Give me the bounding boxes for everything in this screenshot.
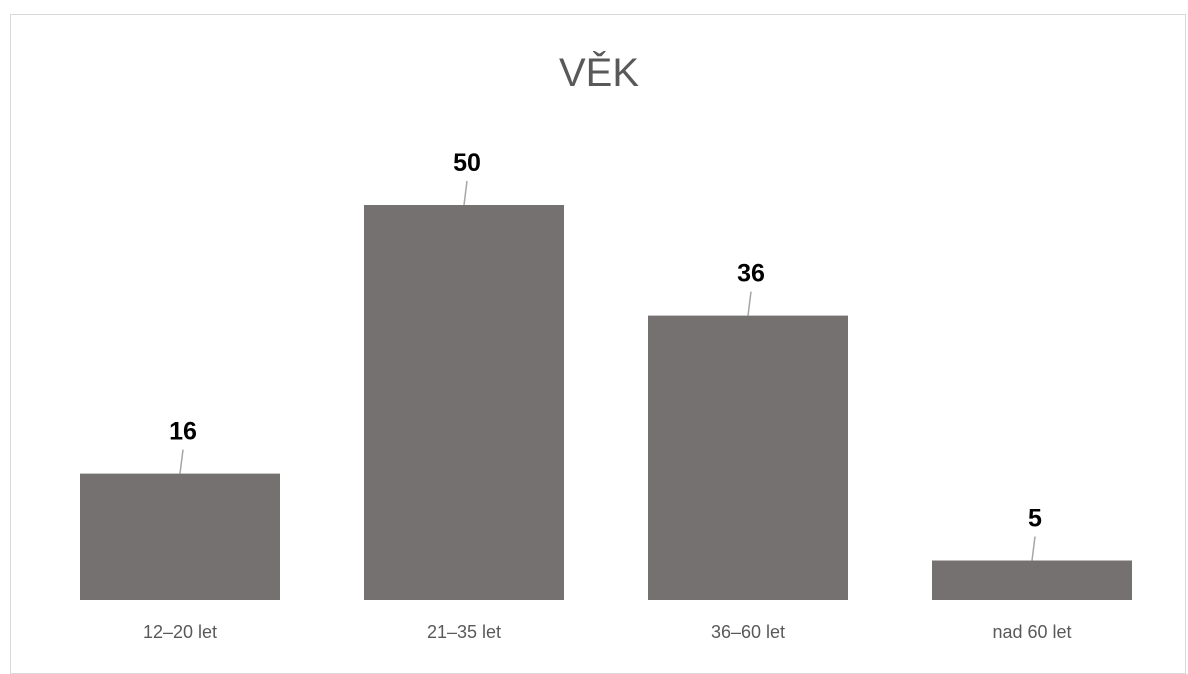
data-label: 50 (453, 149, 481, 177)
chart-title: VĚK (559, 50, 639, 95)
category-labels-group: 12–20 let 21–35 let 36–60 let nad 60 let (143, 622, 1072, 642)
bar-chart: VĚK 16 50 36 5 12–20 let 21–35 let 36–60 let n… (80, 50, 1132, 642)
bar (364, 205, 564, 600)
leader-line (747, 291, 752, 316)
leader-line (463, 180, 468, 206)
category-label: 12–20 let (143, 622, 217, 642)
leader-line (1031, 536, 1036, 561)
data-label: 36 (737, 260, 765, 288)
bar (932, 560, 1132, 600)
data-label: 5 (1028, 505, 1042, 533)
category-label: 36–60 let (711, 622, 785, 642)
bar (648, 315, 848, 600)
bars-group (80, 205, 1132, 600)
data-label: 16 (169, 418, 197, 446)
leader-lines-group (179, 180, 1036, 561)
leader-line (179, 449, 184, 474)
bar (80, 473, 280, 600)
category-label: 21–35 let (427, 622, 501, 642)
data-labels-group: 16 50 36 5 (169, 149, 1042, 533)
category-label: nad 60 let (992, 622, 1071, 642)
